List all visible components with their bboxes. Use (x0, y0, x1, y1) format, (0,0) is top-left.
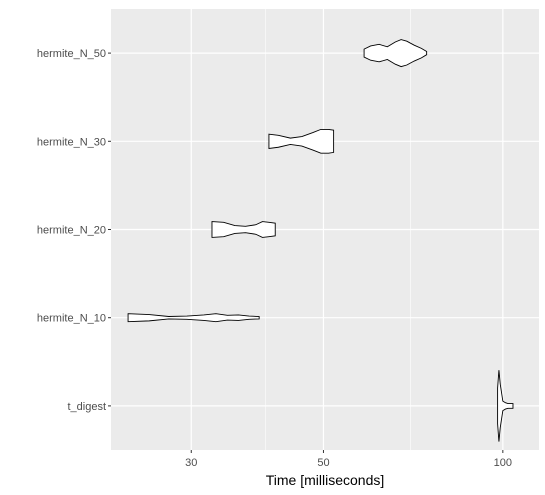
x-tick-label: 50 (317, 457, 329, 469)
violin-hermite_N_30 (268, 128, 335, 154)
x-tick-label: 30 (185, 457, 197, 469)
x-tick-label: 100 (494, 457, 512, 469)
violin-hermite_N_50 (363, 39, 428, 68)
y-axis: hermite_N_50 hermite_N_30 hermite_N_20herm… (37, 48, 111, 413)
violin-hermite_N_20 (211, 221, 276, 238)
y-tick-label: hermite_N_10 (37, 313, 106, 325)
y-tick-label: t_digest (67, 401, 106, 413)
x-axis: 30 50 100 (185, 450, 512, 469)
violins (127, 39, 514, 442)
x-axis-title: Time [milliseconds] (266, 472, 385, 488)
y-tick-label: hermite_N_30 (37, 136, 106, 148)
violin-t_digest (497, 370, 514, 442)
y-tick-label: hermite_N_50 (37, 48, 106, 60)
violin-hermite_N_10 (127, 313, 260, 323)
y-tick-label: hermite_N_20 (37, 225, 106, 237)
